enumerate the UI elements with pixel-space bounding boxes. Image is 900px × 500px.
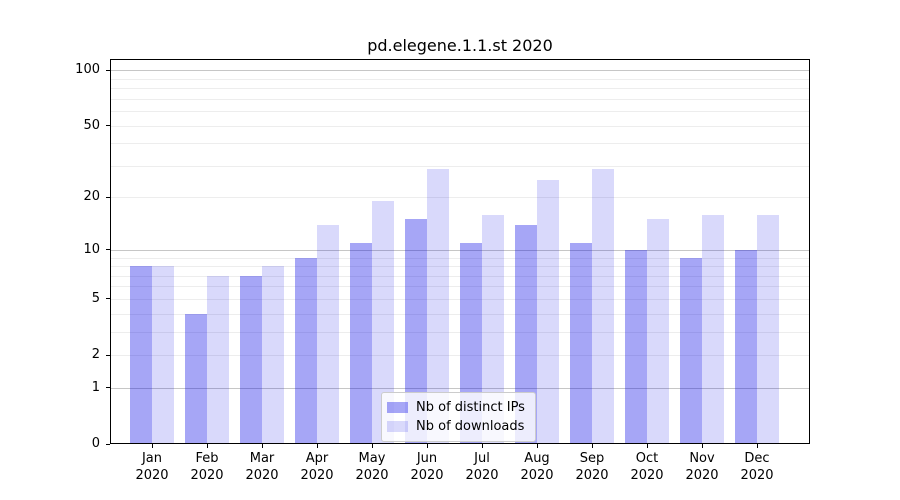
- y-tick-2: [106, 354, 110, 356]
- bar-distinct-ips-apr: [295, 257, 317, 444]
- gridline-minor-20: [110, 197, 810, 199]
- x-tick-may: [372, 444, 373, 448]
- plot-area: [110, 59, 810, 444]
- bar-distinct-ips-may: [350, 242, 372, 444]
- bar-downloads-aug: [537, 180, 559, 444]
- y-tick-label-5: 5: [91, 290, 100, 306]
- bar-distinct-ips-dec: [735, 249, 757, 444]
- legend-label-distinct-ips: Nb of distinct IPs: [416, 400, 525, 415]
- y-tick-label-100: 100: [75, 62, 100, 78]
- x-tick-jun: [427, 444, 428, 448]
- gridline-minor-4: [110, 313, 810, 315]
- gridline-minor-6: [110, 286, 810, 288]
- bar-downloads-dec: [757, 214, 779, 444]
- y-tick-label-1: 1: [91, 379, 100, 395]
- gridline-minor-3: [110, 331, 810, 333]
- gridline-minor-30: [110, 165, 810, 167]
- x-tick-label-apr: Apr 2020: [300, 451, 334, 483]
- gridline-minor-70: [110, 98, 810, 100]
- y-tick-label-20: 20: [83, 189, 100, 205]
- x-tick-label-jul: Jul 2020: [465, 451, 499, 483]
- gridline-major-10: [110, 249, 810, 251]
- y-tick-20: [106, 196, 110, 198]
- gridline-minor-80: [110, 88, 810, 90]
- y-tick-1: [106, 387, 110, 389]
- x-tick-label-jun: Jun 2020: [410, 451, 444, 483]
- bar-downloads-apr: [317, 224, 339, 444]
- x-tick-mar: [262, 444, 263, 448]
- y-tick-label-2: 2: [91, 347, 100, 363]
- chart-title: pd.elegene.1.1.st 2020: [367, 36, 553, 55]
- x-tick-label-jan: Jan 2020: [135, 451, 169, 483]
- y-tick-label-10: 10: [83, 241, 100, 257]
- gridline-major-1: [110, 387, 810, 389]
- bar-downloads-mar: [262, 266, 284, 444]
- gridline-minor-7: [110, 275, 810, 277]
- gridline-minor-60: [110, 111, 810, 113]
- bar-distinct-ips-jun: [405, 219, 427, 444]
- gridline-minor-2: [110, 355, 810, 357]
- legend-item-downloads: Nb of downloads: [387, 417, 525, 436]
- bar-distinct-ips-aug: [515, 224, 537, 444]
- x-tick-label-sep: Sep 2020: [575, 451, 609, 483]
- gridline-minor-8: [110, 266, 810, 268]
- bar-downloads-jul: [482, 214, 504, 444]
- bar-downloads-sep: [592, 168, 614, 444]
- x-tick-dec: [757, 444, 758, 448]
- x-tick-jul: [482, 444, 483, 448]
- x-tick-label-mar: Mar 2020: [245, 451, 279, 483]
- legend-item-distinct-ips: Nb of distinct IPs: [387, 398, 525, 417]
- x-tick-jan: [152, 444, 153, 448]
- gridline-minor-5: [110, 298, 810, 300]
- y-tick-5: [106, 298, 110, 300]
- bar-distinct-ips-sep: [570, 242, 592, 444]
- x-tick-label-oct: Oct 2020: [630, 451, 664, 483]
- gridline-minor-90: [110, 78, 810, 80]
- bar-downloads-may: [372, 201, 394, 444]
- x-tick-oct: [647, 444, 648, 448]
- y-tick-0: [106, 443, 110, 445]
- x-tick-label-feb: Feb 2020: [190, 451, 224, 483]
- y-tick-50: [106, 125, 110, 127]
- x-tick-nov: [702, 444, 703, 448]
- y-tick-10: [106, 249, 110, 251]
- gridline-minor-50: [110, 125, 810, 127]
- bar-distinct-ips-oct: [625, 249, 647, 444]
- y-tick-label-0: 0: [91, 436, 100, 451]
- bar-distinct-ips-mar: [240, 275, 262, 444]
- legend-label-downloads: Nb of downloads: [416, 419, 525, 434]
- legend: Nb of distinct IPs Nb of downloads: [381, 392, 536, 442]
- bar-downloads-jun: [427, 168, 449, 444]
- bar-downloads-jan: [152, 266, 174, 444]
- bar-distinct-ips-feb: [185, 313, 207, 444]
- legend-swatch-distinct-ips: [387, 402, 408, 413]
- gridline-minor-40: [110, 143, 810, 145]
- gridline-minor-9: [110, 257, 810, 259]
- x-tick-label-aug: Aug 2020: [520, 451, 554, 483]
- x-tick-label-dec: Dec 2020: [740, 451, 774, 483]
- gridline-major-100: [110, 70, 810, 72]
- bar-downloads-oct: [647, 219, 669, 444]
- x-tick-label-may: May 2020: [355, 451, 389, 483]
- x-tick-label-nov: Nov 2020: [685, 451, 719, 483]
- x-tick-aug: [537, 444, 538, 448]
- x-tick-feb: [207, 444, 208, 448]
- legend-swatch-downloads: [387, 421, 408, 432]
- bar-distinct-ips-nov: [680, 257, 702, 444]
- bar-distinct-ips-jan: [130, 266, 152, 444]
- y-tick-100: [106, 69, 110, 71]
- x-tick-sep: [592, 444, 593, 448]
- x-tick-apr: [317, 444, 318, 448]
- bar-downloads-nov: [702, 214, 724, 444]
- bar-downloads-feb: [207, 275, 229, 444]
- y-tick-label-50: 50: [83, 117, 100, 133]
